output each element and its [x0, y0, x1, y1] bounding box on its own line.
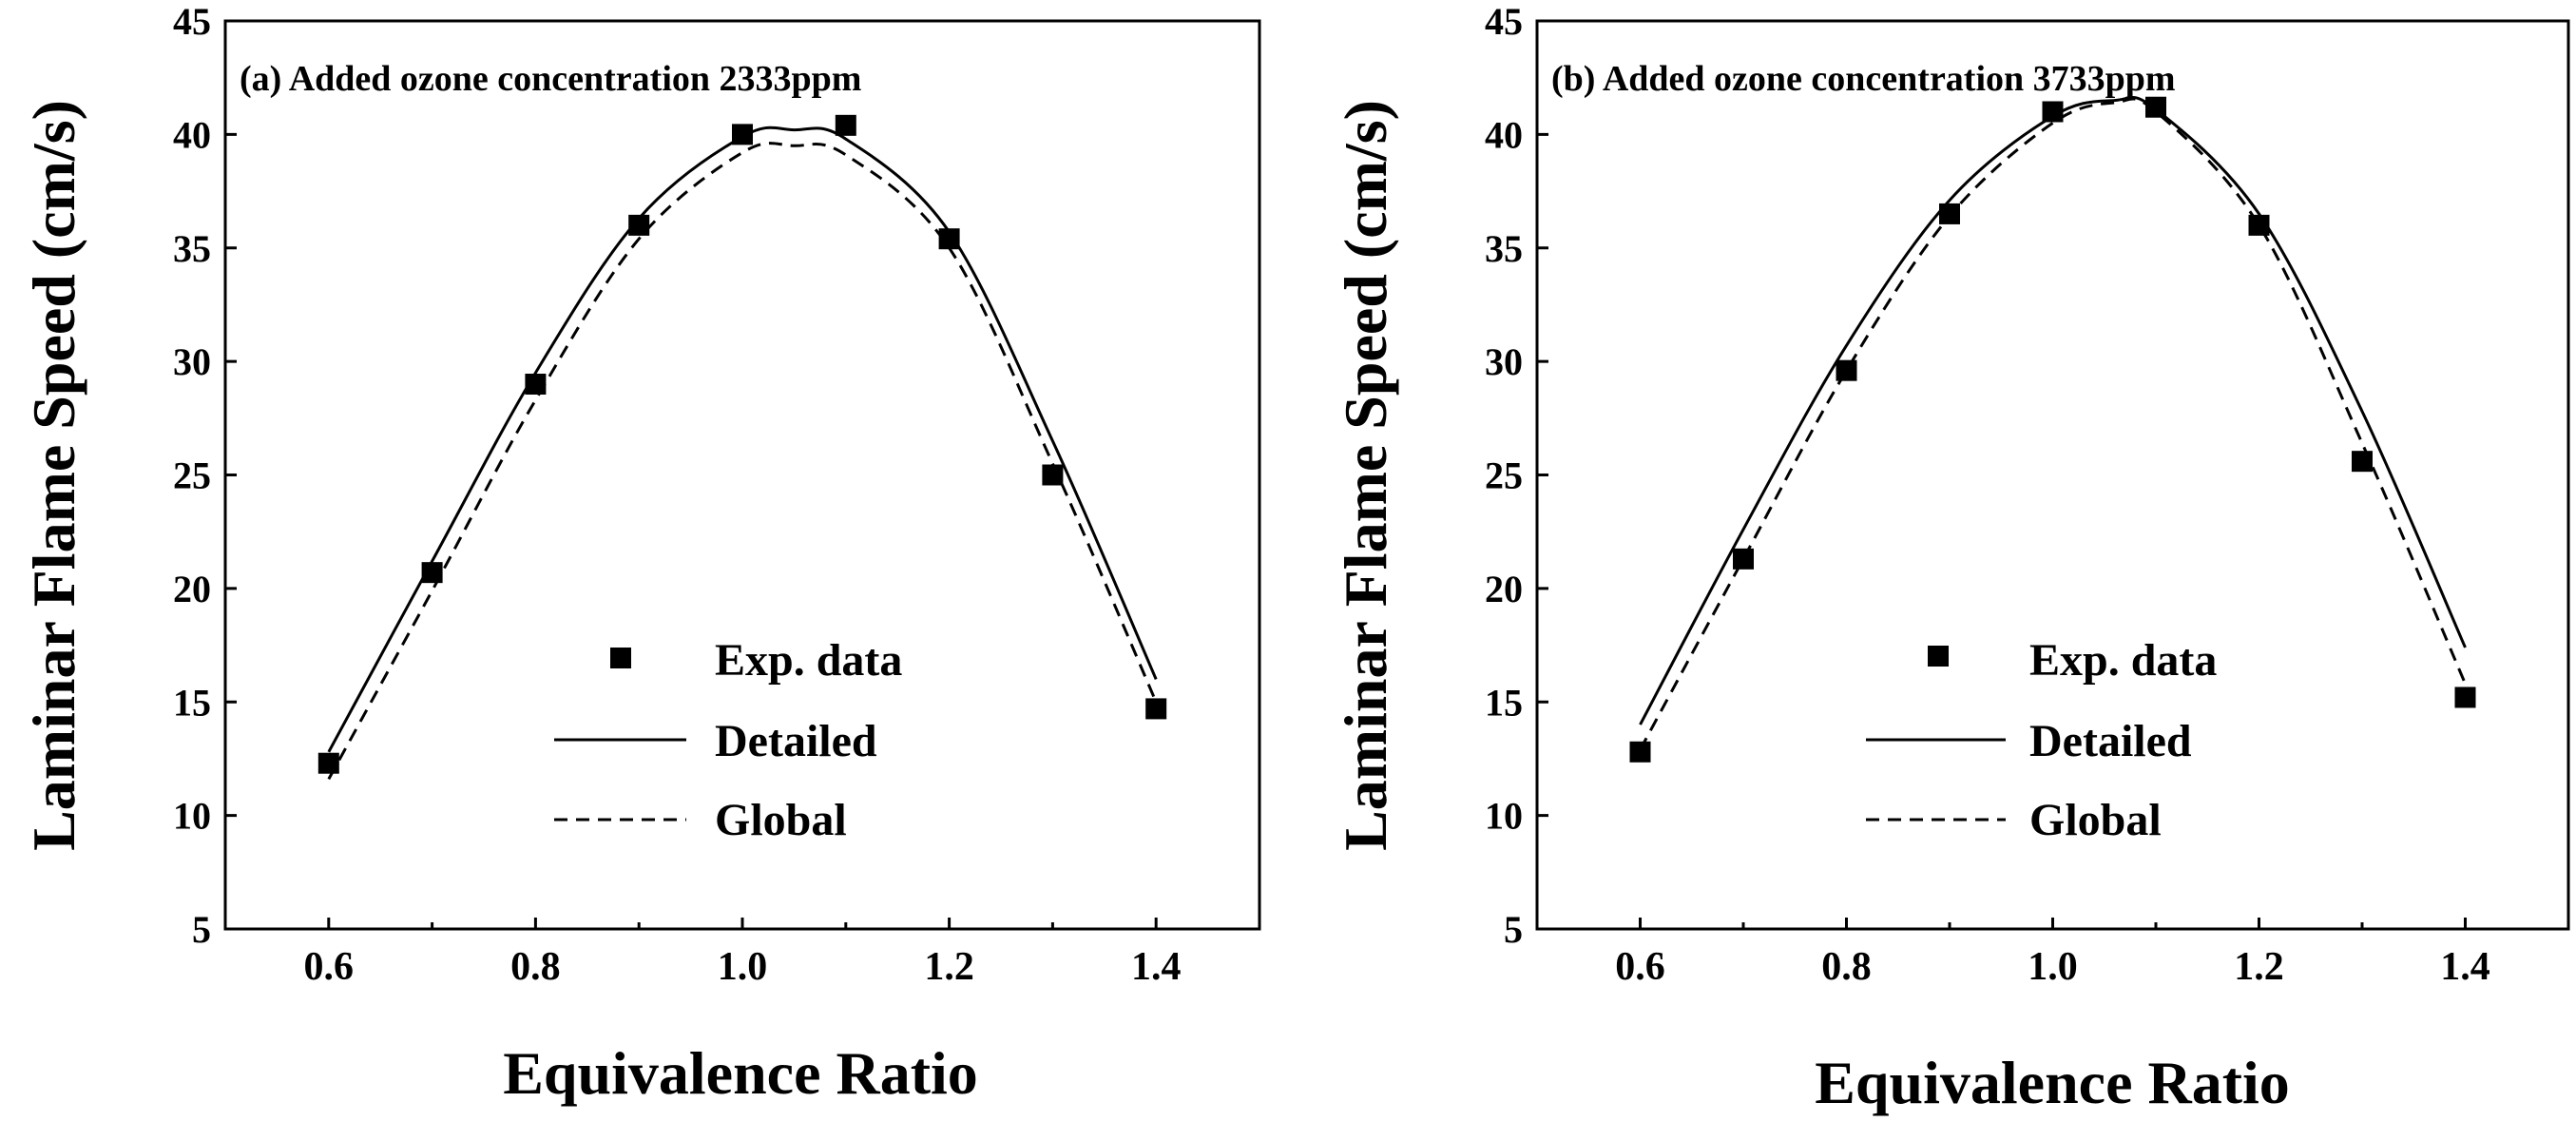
y-tick-label: 15: [1485, 681, 1523, 724]
x-tick-label: 0.8: [1821, 945, 1872, 989]
global-curve-b: [1639, 97, 2467, 751]
detailed-curve-a: [327, 126, 1158, 753]
y-tick-label: 40: [173, 113, 211, 156]
exp-data-point: [2042, 101, 2064, 123]
x-tick-label: 0.8: [510, 945, 561, 989]
plot-frame-a: [223, 19, 1261, 931]
y-tick-label: 5: [1504, 908, 1523, 951]
y-tick-label: 10: [173, 795, 211, 838]
exp-data-point: [2454, 687, 2476, 708]
exp-data-point: [2352, 451, 2373, 473]
exp-data-point: [938, 228, 960, 250]
exp-data-point: [1629, 741, 1651, 763]
legend-marker-exp-a: [610, 648, 631, 668]
legend-marker-exp-b: [1928, 646, 1949, 667]
x-ticks-a: 0.6 0.8 1.0 1.2 1.4: [304, 918, 1182, 989]
x-tick-label: 1.2: [2234, 945, 2284, 989]
legend-label-exp-a: Exp. data: [715, 635, 902, 686]
panel-b: (b) Added ozone concentration 3733ppm La…: [1332, 0, 2570, 1116]
global-curve-a: [327, 142, 1158, 781]
x-tick-label: 1.4: [1131, 945, 1182, 989]
exp-data-point: [1836, 359, 1857, 381]
y-tick-label: 20: [173, 568, 211, 610]
legend-a: Exp. data Detailed Global: [554, 635, 902, 845]
y-tick-label: 15: [173, 681, 211, 724]
exp-markers-b: [1629, 96, 2476, 763]
exp-data-point: [835, 114, 856, 136]
x-axis-title-b: Equivalence Ratio: [1815, 1049, 2290, 1116]
exp-data-point: [2248, 214, 2270, 236]
legend-label-global-a: Global: [715, 795, 847, 845]
x-ticks-b: 0.6 0.8 1.0 1.2 1.4: [1615, 918, 2490, 989]
legend-label-detailed-a: Detailed: [715, 716, 877, 766]
x-tick-label: 1.0: [2028, 945, 2078, 989]
exp-data-point: [525, 374, 547, 395]
panel-a-title: (a) Added ozone concentration 2333ppm: [240, 59, 861, 99]
y-axis-title-b: Laminar Flame Speed (cm/s): [1332, 100, 1399, 851]
y-tick-label: 20: [1485, 568, 1523, 610]
exp-data-point: [2145, 96, 2166, 118]
y-tick-label: 30: [173, 340, 211, 383]
plot-frame-b: [1535, 19, 2570, 931]
x-tick-label: 1.2: [924, 945, 974, 989]
exp-data-point: [732, 124, 753, 145]
exp-data-point: [1042, 464, 1064, 486]
x-tick-label: 0.6: [1615, 945, 1665, 989]
exp-data-point: [628, 214, 650, 236]
y-tick-label: 35: [173, 227, 211, 270]
exp-data-point: [1939, 203, 1960, 224]
panel-b-title: (b) Added ozone concentration 3733ppm: [1551, 59, 2176, 99]
detailed-curve-b: [1639, 95, 2467, 725]
exp-markers-a: [317, 114, 1167, 774]
y-tick-label: 5: [192, 908, 211, 951]
panel-a: (a) Added ozone concentration 2333ppm La…: [20, 0, 1261, 1107]
x-tick-label: 0.6: [304, 945, 355, 989]
y-tick-label: 30: [1485, 340, 1523, 383]
x-axis-title-a: Equivalence Ratio: [503, 1039, 978, 1107]
y-tick-label: 45: [173, 0, 211, 43]
y-tick-label: 35: [1485, 227, 1523, 270]
x-tick-label: 1.4: [2440, 945, 2490, 989]
exp-data-point: [317, 752, 339, 774]
exp-data-point: [1733, 548, 1754, 570]
y-tick-label: 25: [173, 454, 211, 497]
y-tick-label: 25: [1485, 454, 1523, 497]
y-tick-label: 45: [1485, 0, 1523, 43]
exp-data-point: [1145, 698, 1167, 720]
legend-b: Exp. data Detailed Global: [1866, 635, 2217, 845]
exp-data-point: [421, 562, 443, 584]
y-axis-title-a: Laminar Flame Speed (cm/s): [20, 100, 87, 851]
legend-label-detailed-b: Detailed: [2029, 716, 2192, 766]
legend-label-exp-b: Exp. data: [2029, 635, 2217, 686]
x-tick-label: 1.0: [718, 945, 768, 989]
y-tick-label: 40: [1485, 113, 1523, 156]
legend-label-global-b: Global: [2029, 795, 2162, 845]
y-ticks-b: 5 10 15 20 25 30 35 40 45: [1485, 0, 1548, 951]
y-ticks-a: 5 10 15 20 25 30 35 40 45: [173, 0, 237, 951]
y-tick-label: 10: [1485, 795, 1523, 838]
